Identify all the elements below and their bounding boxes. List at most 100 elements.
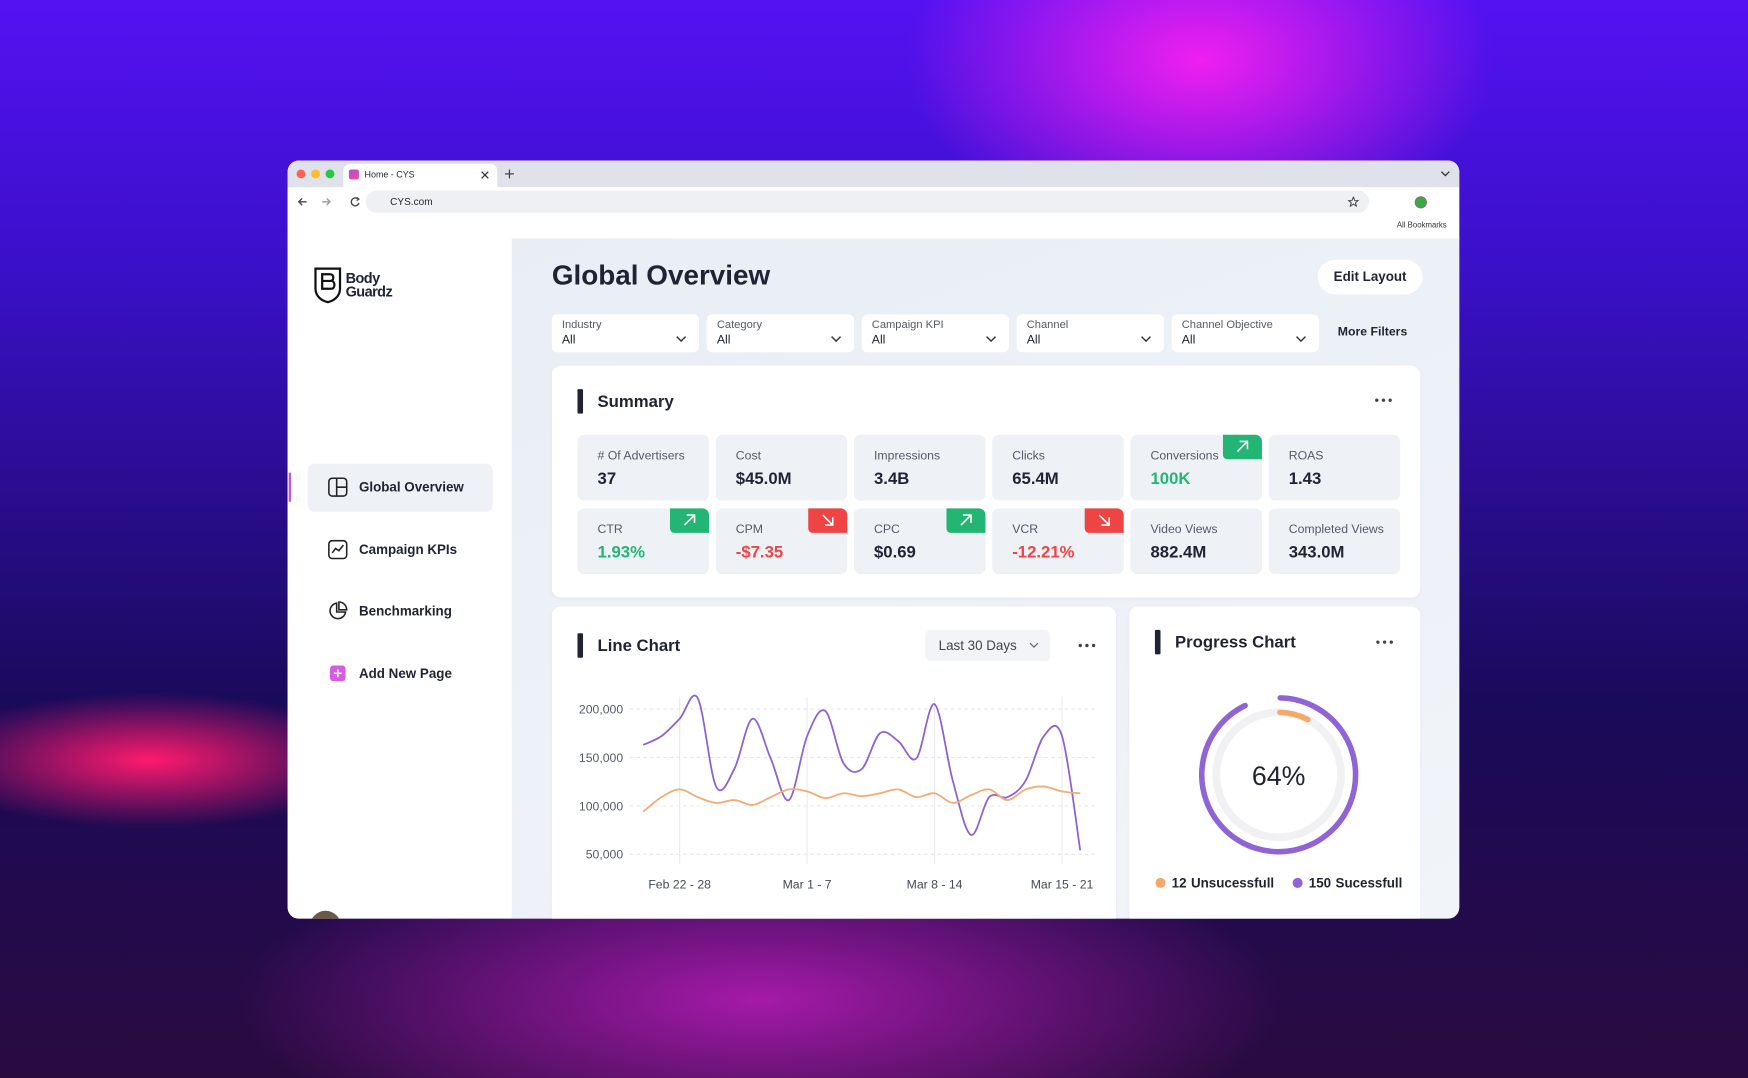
nav-icon [328, 601, 348, 621]
range-value: Last 30 Days [938, 637, 1017, 654]
tab-title: Home - CYS [364, 169, 415, 180]
trend-badge [946, 508, 986, 533]
chevron [1029, 642, 1039, 649]
more-menu[interactable] [1376, 640, 1394, 644]
x-tick-label: Mar 8 - 14 [907, 877, 963, 891]
nav-label: Global Overview [358, 479, 464, 495]
metric-value: -12.21% [1012, 542, 1075, 562]
filter-dropdown[interactable]: Category All [706, 314, 854, 353]
x-tick-label: Feb 22 - 28 [648, 877, 711, 891]
metric-label: CTR [597, 522, 623, 537]
legend-count: 12 [1172, 875, 1187, 890]
nav-icon [328, 539, 348, 559]
minimize-dot[interactable] [311, 169, 320, 179]
nav-label: Benchmarking [358, 603, 452, 619]
progress-value: 64% [1252, 761, 1306, 791]
metric-label: ROAS [1288, 449, 1324, 463]
line-chart-card: Line Chart Last 30 Days [551, 606, 1116, 919]
legend-name: Sucessfull [1336, 875, 1403, 890]
nav-label: Add New Page [358, 664, 452, 681]
zoom-dot[interactable] [325, 169, 335, 179]
icon [328, 539, 348, 559]
close-dot[interactable] [296, 169, 306, 179]
metric-label: CPM [735, 522, 764, 537]
line-chart-title: Line Chart [597, 636, 681, 656]
tab-bar: Home - CYS [287, 160, 1460, 188]
filter-dropdown[interactable]: Campaign KPI All [861, 314, 1009, 353]
nav-item[interactable]: Global Overview [307, 463, 493, 512]
x-tick-label: Mar 15 - 21 [1031, 877, 1094, 891]
metric-value: 1.93% [597, 542, 645, 562]
metric-value: 882.4M [1150, 542, 1207, 562]
new-tab[interactable] [504, 168, 515, 179]
more-menu[interactable] [1375, 398, 1393, 402]
filter-value: All [1026, 333, 1041, 347]
logo-text: Guardz [345, 283, 393, 300]
nav-icon [328, 663, 348, 683]
more-filters[interactable]: More Filters [1337, 325, 1408, 339]
address-bar[interactable]: CYS.com [365, 190, 1369, 213]
avatar[interactable] [309, 910, 342, 919]
bookmarks[interactable]: All Bookmarks [1396, 221, 1447, 230]
chevron [985, 329, 997, 343]
metric-label: Completed Views [1288, 522, 1384, 537]
legend-count: 150 [1309, 875, 1331, 890]
toolbar: CYS.com [287, 187, 1460, 216]
profile[interactable] [1414, 196, 1427, 209]
icon [329, 601, 348, 620]
metric-label: Clicks [1012, 449, 1045, 463]
range-dropdown[interactable]: Last 30 Days [925, 629, 1051, 662]
nav-buttons[interactable] [297, 195, 366, 208]
nav-icon [328, 477, 348, 497]
filter-label: Category [716, 318, 763, 332]
metric-tile: CTR 1.93% [577, 508, 710, 575]
icon [328, 477, 348, 497]
metric-value: 1.43 [1288, 469, 1322, 489]
metric-value: 343.0M [1288, 542, 1345, 562]
metric-value: 65.4M [1012, 469, 1059, 489]
y-tick-label: 100,000 [579, 799, 623, 813]
tab-menu[interactable] [1440, 169, 1450, 178]
filter-dropdown[interactable]: Channel Objective All [1171, 314, 1319, 353]
progress-chart-title: Progress Chart [1174, 633, 1296, 653]
filter-label: Campaign KPI [871, 318, 944, 332]
progress-arc [1198, 695, 1359, 855]
more-menu[interactable] [1078, 643, 1096, 648]
nav-item[interactable]: Campaign KPIs [308, 526, 493, 574]
favicon [348, 169, 359, 180]
tab[interactable]: Home - CYS [343, 163, 498, 188]
filter-label: Channel [1026, 318, 1069, 332]
metric-value: 3.4B [874, 469, 910, 489]
nav-item[interactable]: Benchmarking [308, 587, 493, 635]
edit-layout-button[interactable]: Edit Layout [1317, 259, 1423, 295]
nav-label: Campaign KPIs [358, 541, 458, 557]
metric-label: # Of Advertisers [597, 449, 685, 463]
sidebar: Body Guardz Global Overview Campaign KPIs… [287, 238, 512, 919]
title-accent [577, 389, 584, 414]
legend-name: Unsucessfull [1191, 875, 1274, 890]
page-title: Global Overview [551, 259, 771, 291]
tab-close[interactable] [480, 171, 489, 180]
trend-badge [1222, 434, 1262, 460]
chevron [1140, 329, 1151, 343]
progress-chart-card: Progress Chart [1129, 606, 1421, 919]
star[interactable] [1347, 196, 1359, 208]
metric-label: Impressions [874, 449, 941, 463]
nav-item[interactable]: Add New Page [308, 649, 493, 697]
filter-value: All [561, 333, 576, 347]
metric-tile: # Of Advertisers 37 [577, 434, 710, 501]
series-line [642, 785, 1081, 813]
metric-label: VCR [1012, 522, 1039, 537]
filter-dropdown[interactable]: Industry All [551, 314, 699, 353]
filter-dropdown[interactable]: Channel All [1016, 314, 1164, 353]
filter-value: All [871, 333, 886, 347]
metric-tile: VCR -12.21% [992, 508, 1124, 575]
metric-label: CPC [874, 522, 900, 537]
metric-value: -$7.35 [735, 542, 784, 562]
y-tick-label: 200,000 [579, 703, 623, 717]
metric-value: $45.0M [735, 469, 792, 489]
metric-label: Cost [735, 449, 761, 463]
y-tick-label: 50,000 [586, 848, 624, 862]
